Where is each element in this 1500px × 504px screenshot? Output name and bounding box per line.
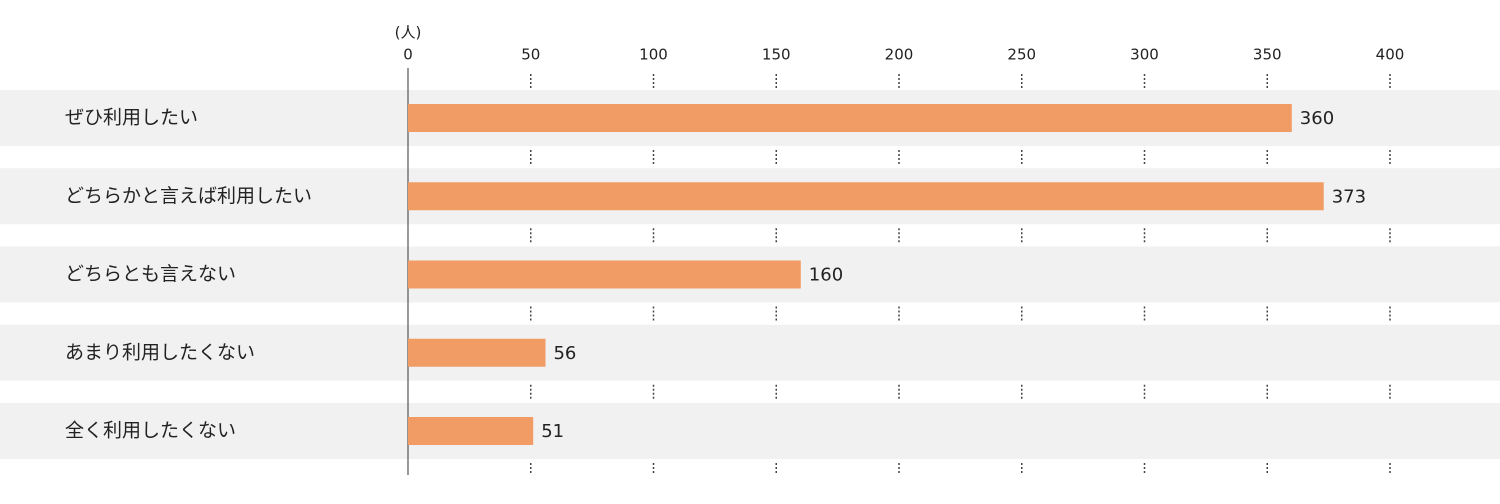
x-tick-label: 0 <box>403 46 413 64</box>
category-label: どちらとも言えない <box>65 263 236 285</box>
bar <box>408 260 801 289</box>
unit-label: (人) <box>395 24 422 42</box>
x-tick-label: 400 <box>1376 46 1405 64</box>
x-tick-label: 150 <box>762 46 791 64</box>
x-tick-label: 200 <box>885 46 914 64</box>
value-label: 51 <box>541 421 564 442</box>
value-label: 160 <box>809 265 843 286</box>
row-band <box>0 324 1500 381</box>
bar <box>408 182 1324 211</box>
value-label: 373 <box>1332 186 1366 207</box>
x-tick-label: 300 <box>1130 46 1159 64</box>
bar <box>408 417 534 445</box>
value-label: 56 <box>553 343 576 364</box>
x-tick-label: 250 <box>1007 46 1036 64</box>
bar <box>408 104 1292 132</box>
value-label: 360 <box>1300 108 1334 129</box>
x-tick-label: 50 <box>521 46 540 64</box>
category-label: どちらかと言えば利用したい <box>65 185 312 207</box>
category-label: 全く利用したくない <box>65 420 236 442</box>
x-tick-label: 100 <box>639 46 668 64</box>
bar <box>408 338 546 367</box>
x-tick-label: 350 <box>1253 46 1282 64</box>
row-band <box>0 403 1500 459</box>
category-label: あまり利用したくない <box>65 341 255 363</box>
category-label: ぜひ利用したい <box>65 107 198 129</box>
